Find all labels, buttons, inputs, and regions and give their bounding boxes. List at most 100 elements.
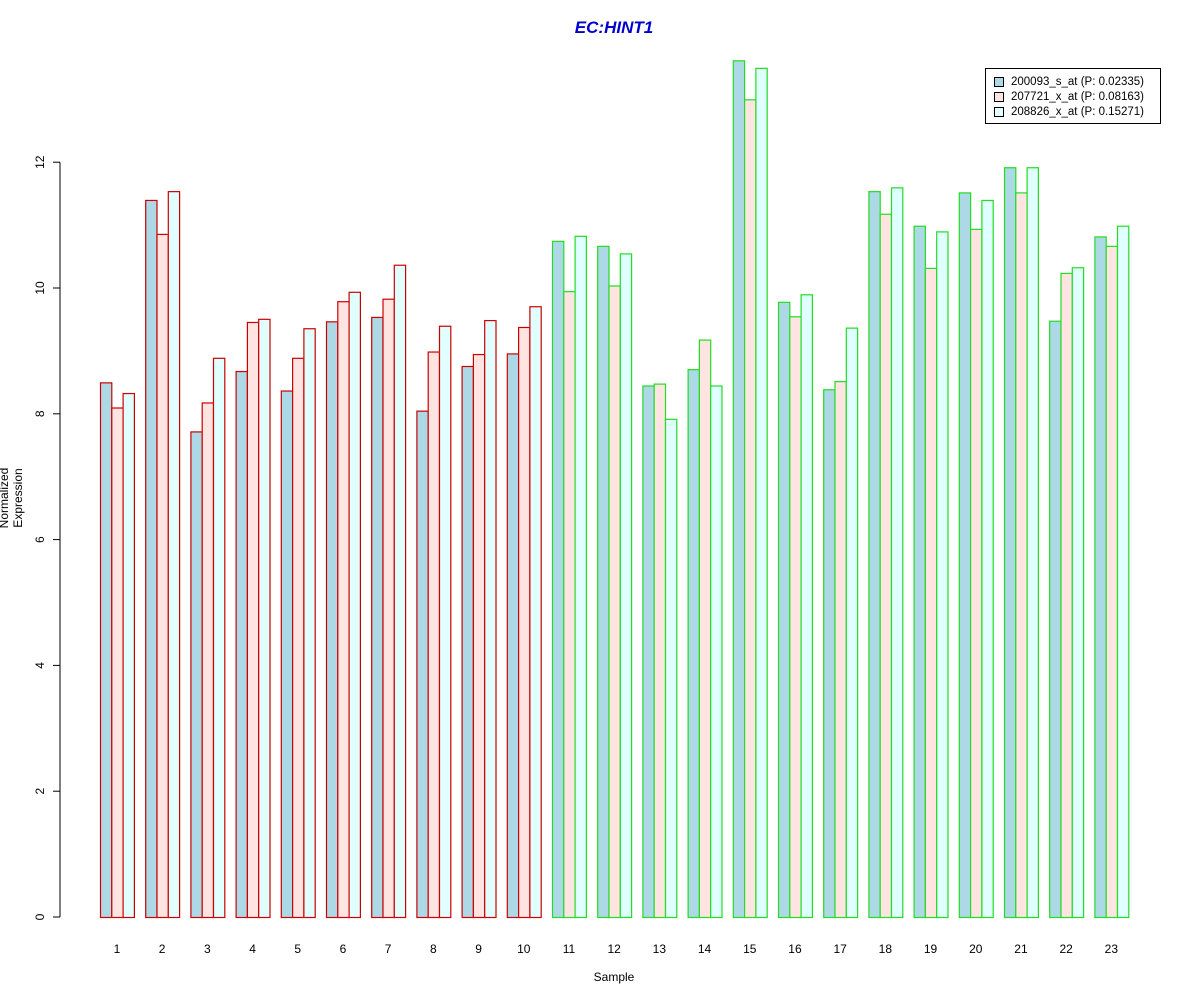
- bar: [551, 240, 565, 919]
- x-tick-label: 23: [1105, 942, 1119, 956]
- bar: [517, 326, 531, 919]
- x-tick-label: 13: [653, 942, 667, 956]
- bar: [167, 191, 181, 919]
- bar: [710, 385, 723, 919]
- bar: [642, 385, 655, 919]
- x-axis-title: Sample: [593, 970, 635, 984]
- bar: [303, 328, 316, 919]
- bar: [653, 383, 667, 919]
- x-tick-label: 11: [563, 942, 576, 956]
- bar: [145, 199, 158, 919]
- bar: [235, 370, 249, 919]
- y-tick-label: 2: [33, 788, 47, 795]
- legend-label: 207721_x_at (P: 0.08163): [1011, 90, 1144, 103]
- legend-label: 200093_s_at (P: 0.02335): [1011, 75, 1144, 88]
- bar: [156, 233, 169, 919]
- bar: [777, 301, 791, 919]
- legend-swatch: [994, 106, 1004, 117]
- bar: [890, 187, 904, 919]
- bar: [1003, 167, 1017, 919]
- y-tick-label: 4: [33, 662, 47, 669]
- bar: [981, 199, 994, 919]
- bar: [258, 318, 271, 919]
- x-tick-label: 7: [385, 942, 392, 956]
- y-axis: 0 2 4 6 8 10 12: [33, 155, 61, 920]
- bar: [1060, 272, 1073, 919]
- bar: [337, 301, 350, 919]
- bar: [506, 353, 520, 919]
- y-tick-label: 0: [33, 913, 47, 920]
- bars-layer: [99, 60, 1130, 919]
- x-tick-label: 8: [430, 942, 437, 956]
- bar: [924, 267, 938, 919]
- x-tick-label: 15: [743, 942, 757, 956]
- bar: [1049, 320, 1062, 919]
- x-tick-label: 6: [340, 942, 347, 956]
- x-tick-label: 2: [159, 942, 166, 956]
- bar: [913, 225, 926, 919]
- bar: [99, 382, 113, 919]
- bar: [698, 339, 712, 919]
- x-tick-label: 14: [698, 942, 712, 956]
- legend-swatch: [994, 91, 1004, 102]
- bar: [461, 365, 475, 919]
- legend-label: 208826_x_at (P: 0.15271): [1011, 105, 1144, 118]
- bar: [732, 60, 746, 919]
- bar: [823, 389, 836, 919]
- x-tick-label: 18: [879, 942, 893, 956]
- bar: [619, 253, 633, 919]
- x-tick-label: 12: [607, 942, 621, 956]
- bar: [292, 357, 305, 919]
- bar: [574, 235, 587, 919]
- x-tick-label: 10: [517, 942, 531, 956]
- bar: [438, 325, 452, 919]
- legend: 200093_s_at (P: 0.02335) 207721_x_at (P:…: [985, 68, 1161, 124]
- bar: [212, 357, 226, 919]
- bar: [280, 390, 294, 919]
- bar: [834, 380, 847, 919]
- bar: [529, 306, 542, 919]
- bar: [969, 228, 983, 919]
- bar: [687, 369, 700, 919]
- bar: [1105, 245, 1119, 919]
- legend-item: 208826_x_at (P: 0.15271): [986, 104, 1160, 119]
- bar: [755, 67, 768, 919]
- bar: [868, 191, 881, 919]
- bar: [597, 245, 610, 919]
- bar: [371, 316, 384, 919]
- bar: [190, 431, 203, 919]
- x-tick-label: 3: [204, 942, 211, 956]
- bar: [1071, 267, 1085, 919]
- x-tick-label: 19: [924, 942, 938, 956]
- bar: [1015, 192, 1028, 919]
- bar: [1026, 167, 1039, 919]
- bar: [246, 321, 260, 919]
- chart-title: EC:HINT1: [574, 18, 654, 37]
- y-tick-label: 10: [33, 281, 47, 295]
- bar: [1094, 236, 1107, 919]
- x-tick-label: 1: [114, 942, 121, 956]
- bar: [936, 231, 949, 919]
- bar: [563, 291, 576, 919]
- bar: [664, 418, 678, 919]
- x-tick-label: 16: [788, 942, 802, 956]
- bar: [879, 213, 893, 919]
- bar: [416, 410, 429, 919]
- bar: [325, 321, 339, 919]
- bar: [1116, 225, 1130, 919]
- bar: [201, 402, 215, 919]
- x-tick-label: 5: [294, 942, 301, 956]
- bar: [743, 99, 757, 919]
- x-tick-label: 21: [1014, 942, 1028, 956]
- x-tick-label: 22: [1059, 942, 1073, 956]
- y-axis-title: Normalized Expression: [0, 467, 25, 529]
- bar: [382, 298, 395, 919]
- bar: [122, 392, 135, 919]
- bar: [845, 327, 859, 919]
- bar: [800, 294, 813, 919]
- legend-swatch: [994, 76, 1004, 87]
- bar: [484, 319, 497, 919]
- bar: [348, 291, 362, 919]
- bar: [958, 192, 972, 919]
- bar: [608, 285, 621, 919]
